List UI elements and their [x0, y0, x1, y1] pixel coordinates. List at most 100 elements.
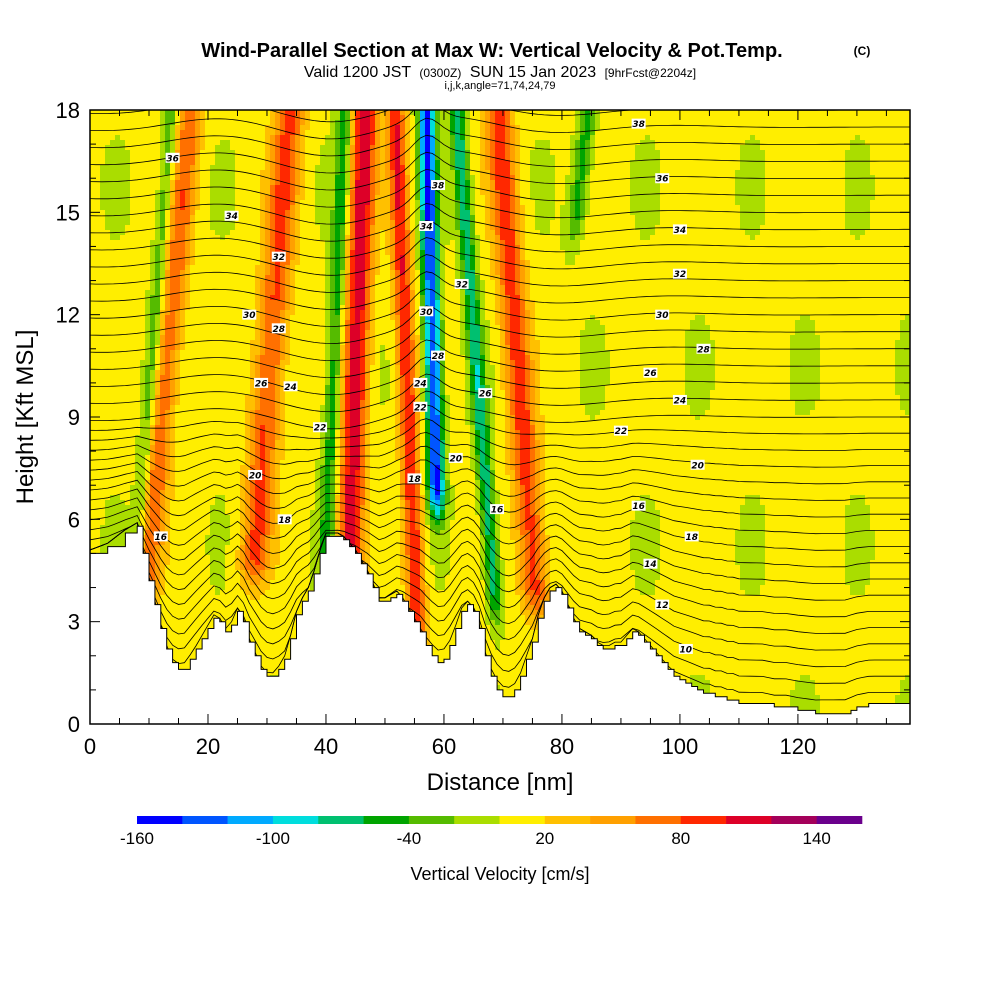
velocity-cell [255, 235, 261, 241]
velocity-cell [190, 205, 196, 211]
velocity-cell [200, 145, 206, 151]
velocity-cell [260, 190, 266, 196]
velocity-cell [100, 500, 106, 506]
velocity-cell [255, 125, 261, 131]
velocity-cell [170, 470, 176, 476]
velocity-cell [170, 400, 176, 406]
velocity-cell [235, 315, 241, 321]
velocity-cell [245, 600, 251, 606]
velocity-cell [220, 520, 226, 526]
velocity-cell [200, 400, 206, 406]
velocity-cell [290, 210, 296, 216]
velocity-cell [155, 430, 161, 436]
velocity-cell [245, 115, 251, 121]
velocity-cell [225, 160, 231, 166]
velocity-cell [255, 580, 261, 586]
velocity-cell [150, 195, 156, 201]
velocity-cell [125, 495, 131, 501]
velocity-cell [160, 485, 166, 491]
velocity-cell [165, 165, 171, 171]
velocity-cell [230, 455, 236, 461]
velocity-cell [150, 230, 156, 236]
velocity-cell [160, 275, 166, 281]
velocity-cell [115, 175, 121, 181]
velocity-cell [165, 125, 171, 131]
velocity-cell [145, 395, 151, 401]
velocity-cell [290, 120, 296, 126]
velocity-cell [195, 575, 201, 581]
velocity-cell [190, 225, 196, 231]
velocity-cell [175, 550, 181, 556]
velocity-cell [205, 130, 211, 136]
velocity-cell [280, 315, 286, 321]
velocity-cell [165, 505, 171, 511]
velocity-cell [205, 575, 211, 581]
velocity-cell [190, 235, 196, 241]
velocity-cell [130, 265, 136, 271]
velocity-cell [100, 530, 106, 536]
velocity-cell [130, 380, 136, 386]
velocity-cell [180, 215, 186, 221]
velocity-cell [120, 510, 126, 516]
velocity-cell [110, 445, 116, 451]
velocity-cell [175, 470, 181, 476]
velocity-cell [220, 290, 226, 296]
velocity-cell [150, 250, 156, 256]
velocity-cell [175, 615, 181, 621]
velocity-cell [220, 465, 226, 471]
velocity-cell [120, 135, 126, 141]
velocity-cell [225, 110, 231, 116]
velocity-cell [115, 245, 121, 251]
velocity-cell [90, 485, 96, 491]
velocity-cell [95, 315, 101, 321]
velocity-cell [175, 195, 181, 201]
velocity-cell [235, 540, 241, 546]
velocity-cell [260, 320, 266, 326]
velocity-cell [280, 475, 286, 481]
velocity-cell [185, 400, 191, 406]
velocity-cell [160, 425, 166, 431]
velocity-cell [100, 415, 106, 421]
velocity-cell [230, 465, 236, 471]
velocity-cell [200, 110, 206, 116]
velocity-cell [255, 525, 261, 531]
velocity-cell [210, 305, 216, 311]
velocity-cell [235, 230, 241, 236]
velocity-cell [160, 380, 166, 386]
velocity-cell [205, 310, 211, 316]
velocity-cell [250, 370, 256, 376]
velocity-cell [200, 215, 206, 221]
velocity-cell [165, 455, 171, 461]
velocity-cell [175, 435, 181, 441]
velocity-cell [240, 230, 246, 236]
velocity-cell [100, 390, 106, 396]
velocity-cell [270, 225, 276, 231]
velocity-cell [165, 570, 171, 576]
velocity-cell [215, 130, 221, 136]
velocity-cell [165, 595, 171, 601]
velocity-cell [230, 400, 236, 406]
velocity-cell [235, 290, 241, 296]
velocity-cell [240, 140, 246, 146]
velocity-cell [115, 110, 121, 116]
velocity-cell [140, 315, 146, 321]
velocity-cell [250, 320, 256, 326]
velocity-cell [285, 510, 291, 516]
velocity-cell [115, 195, 121, 201]
velocity-cell [205, 570, 211, 576]
velocity-cell [130, 130, 136, 136]
velocity-cell [240, 235, 246, 241]
velocity-cell [225, 540, 231, 546]
velocity-cell [130, 385, 136, 391]
velocity-cell [165, 450, 171, 456]
velocity-cell [150, 290, 156, 296]
velocity-cell [230, 495, 236, 501]
velocity-cell [190, 260, 196, 266]
velocity-cell [135, 135, 141, 141]
velocity-cell [275, 470, 281, 476]
velocity-cell [260, 125, 266, 131]
velocity-cell [245, 540, 251, 546]
velocity-cell [105, 465, 111, 471]
velocity-cell [185, 430, 191, 436]
velocity-cell [235, 195, 241, 201]
